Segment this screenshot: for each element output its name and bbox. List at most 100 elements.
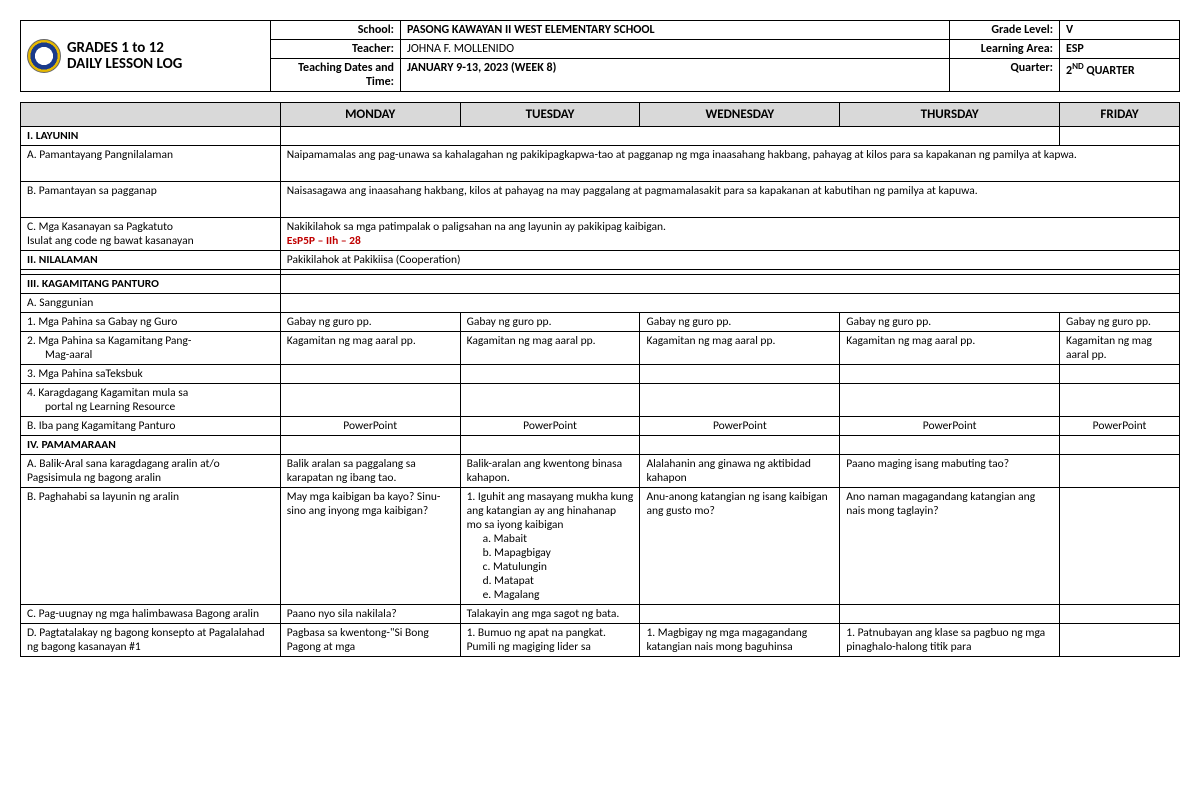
cell-empty — [1060, 488, 1180, 605]
r1-fri: Gabay ng guro pp. — [1060, 313, 1180, 332]
bp-wed: PowerPoint — [640, 417, 840, 436]
lesson-log-document: GRADES 1 to 12 DAILY LESSON LOG School: … — [20, 20, 1180, 657]
blank-header — [21, 103, 281, 127]
row-b-pamantayan: B. Pamantayan sa pagganap Naisasagawa an… — [21, 182, 1180, 218]
cell-empty — [280, 436, 460, 455]
row-i-layunin: I. LAYUNIN — [21, 127, 1180, 146]
label-c1b: Isulat ang code ng bawat kasanayan — [27, 234, 194, 248]
day-header-row: MONDAY TUESDAY WEDNESDAY THURSDAY FRIDAY — [21, 103, 1180, 127]
val-b1: Naisasagawa ang inaasahang hakbang, kilo… — [280, 182, 1179, 218]
cell-empty — [840, 365, 1060, 384]
tue-header: TUESDAY — [460, 103, 640, 127]
row-4-karagdagang: 4. Karagdagang Kagamitan mula sa portal … — [21, 384, 1180, 417]
r1-thu: Gabay ng guro pp. — [840, 313, 1060, 332]
qv-sup: ND — [1072, 61, 1084, 72]
pd-wed: 1. Magbigay ng mga magagandang katangian… — [640, 624, 840, 657]
label-pc: C. Pag-uugnay ng mga halimbawasa Bagong … — [21, 605, 281, 624]
label-r2: 2. Mga Pahina sa Kagamitang Pang- Mag-aa… — [21, 332, 281, 365]
fri-header: FRIDAY — [1060, 103, 1180, 127]
quarter-value: 2ND QUARTER — [1060, 59, 1180, 92]
pa-tue: Balik-aralan ang kwentong binasa kahapon… — [460, 455, 640, 488]
mon-header: MONDAY — [280, 103, 460, 127]
r2-thu: Kagamitan ng mag aaral pp. — [840, 332, 1060, 365]
row-3-teksbuk: 3. Mga Pahina saTeksbuk — [21, 365, 1180, 384]
cell-empty — [640, 365, 840, 384]
r2-fri: Kagamitan ng mag aaral pp. — [1060, 332, 1180, 365]
pb-thu: Ano naman magagandang katangian ang nais… — [840, 488, 1060, 605]
label-pb: B. Paghahabi sa layunin ng aralin — [21, 488, 281, 605]
row-pa-balikaral: A. Balik-Aral sana karagdagang aralin at… — [21, 455, 1180, 488]
teacher-value: JOHNA F. MOLLENIDO — [401, 40, 950, 59]
cell-empty — [1060, 127, 1180, 146]
qv-rest: QUARTER — [1084, 64, 1135, 78]
label-r3: 3. Mga Pahina saTeksbuk — [21, 365, 281, 384]
label-pa: A. Balik-Aral sana karagdagang aralin at… — [21, 455, 281, 488]
cell-empty — [280, 384, 460, 417]
pb-tue: 1. Iguhit ang masayang mukha kung ang ka… — [460, 488, 640, 605]
cell-empty — [640, 605, 840, 624]
cell-empty — [840, 605, 1060, 624]
label-r1: 1. Mga Pahina sa Gabay ng Guro — [21, 313, 281, 332]
r1-tue: Gabay ng guro pp. — [460, 313, 640, 332]
pd-tue: 1. Bumuo ng apat na pangkat. Pumili ng m… — [460, 624, 640, 657]
label-r2b: Mag-aaral — [27, 348, 92, 362]
r2-tue: Kagamitan ng mag aaral pp. — [460, 332, 640, 365]
cell-empty — [840, 384, 1060, 417]
thu-header: THURSDAY — [840, 103, 1060, 127]
cell-empty — [1060, 384, 1180, 417]
pb-tue-a: a. Mabait — [467, 532, 634, 546]
cell-empty — [460, 365, 640, 384]
deped-seal-icon — [27, 39, 61, 73]
pc-mon: Paano nyo sila nakilala? — [280, 605, 460, 624]
label-r4a: 4. Karagdagang Kagamitan mula sa — [27, 386, 188, 400]
r2-mon: Kagamitan ng mag aaral pp. — [280, 332, 460, 365]
r1-wed: Gabay ng guro pp. — [640, 313, 840, 332]
pb-tue-d: d. Matapat — [467, 574, 634, 588]
val-a1: Naipamamalas ang pag-unawa sa kahalagaha… — [280, 146, 1179, 182]
bp-mon: PowerPoint — [280, 417, 460, 436]
pd-mon: Pagbasa sa kwentong-"Si Bong Pagong at m… — [280, 624, 460, 657]
cell-empty — [1060, 365, 1180, 384]
cell-empty — [1060, 605, 1180, 624]
pb-tue-e: e. Magalang — [467, 588, 634, 602]
cell-empty — [460, 436, 640, 455]
r2-wed: Kagamitan ng mag aaral pp. — [640, 332, 840, 365]
quarter-label: Quarter: — [950, 59, 1060, 92]
pb-tue-b: b. Mapagbigay — [467, 546, 634, 560]
label-i: I. LAYUNIN — [21, 127, 281, 146]
pc-tue: Talakayin ang mga sagot ng bata. — [460, 605, 640, 624]
row-pc-paguugnay: C. Pag-uugnay ng mga halimbawasa Bagong … — [21, 605, 1180, 624]
val-ii: Pakikilahok at Pakikiisa (Cooperation) — [280, 251, 1179, 270]
school-label: School: — [271, 21, 401, 40]
val-c1v1: Nakikilahok sa mga patimpalak o paligsah… — [287, 220, 666, 234]
label-a1: A. Pamantayang Pangnilalaman — [21, 146, 281, 182]
bp-tue: PowerPoint — [460, 417, 640, 436]
row-2-kagamitan-pang: 2. Mga Pahina sa Kagamitang Pang- Mag-aa… — [21, 332, 1180, 365]
row-pb-paghahabi: B. Paghahabi sa layunin ng aralin May mg… — [21, 488, 1180, 605]
row-1-gabay: 1. Mga Pahina sa Gabay ng Guro Gabay ng … — [21, 313, 1180, 332]
bp-thu: PowerPoint — [840, 417, 1060, 436]
row-ii-nilalaman: II. NILALAMAN Pakikilahok at Pakikiisa (… — [21, 251, 1180, 270]
row-iv-pamamaraan: IV. PAMAMARAAN — [21, 436, 1180, 455]
row-a-sanggunian: A. Sanggunian — [21, 294, 1180, 313]
pa-mon: Balik aralan sa paggalang sa karapatan n… — [280, 455, 460, 488]
title-line2: DAILY LESSON LOG — [67, 56, 182, 73]
r1-mon: Gabay ng guro pp. — [280, 313, 460, 332]
label-c1: C. Mga Kasanayan sa Pagkatuto Isulat ang… — [21, 218, 281, 251]
pd-thu: 1. Patnubayan ang klase sa pagbuo ng mga… — [840, 624, 1060, 657]
grade-label: Grade Level: — [950, 21, 1060, 40]
label-r4: 4. Karagdagang Kagamitan mula sa portal … — [21, 384, 281, 417]
pb-tue-c: c. Matulungin — [467, 560, 634, 574]
label-bp: B. Iba pang Kagamitang Panturo — [21, 417, 281, 436]
cell-empty — [280, 127, 1059, 146]
title-cell: GRADES 1 to 12 DAILY LESSON LOG — [21, 21, 271, 92]
cell-empty — [280, 294, 1179, 313]
cell-empty — [280, 365, 460, 384]
row-pd-pagtatalakay: D. Pagtatalakay ng bagong konsepto at Pa… — [21, 624, 1180, 657]
pb-tue-main: 1. Iguhit ang masayang mukha kung ang ka… — [467, 490, 634, 532]
label-pd: D. Pagtatalakay ng bagong konsepto at Pa… — [21, 624, 281, 657]
pa-thu: Paano maging isang mabuting tao? — [840, 455, 1060, 488]
pb-mon: May mga kaibigan ba kayo? Sinu-sino ang … — [280, 488, 460, 605]
label-c1a: C. Mga Kasanayan sa Pagkatuto — [27, 220, 173, 234]
cell-empty — [1060, 436, 1180, 455]
